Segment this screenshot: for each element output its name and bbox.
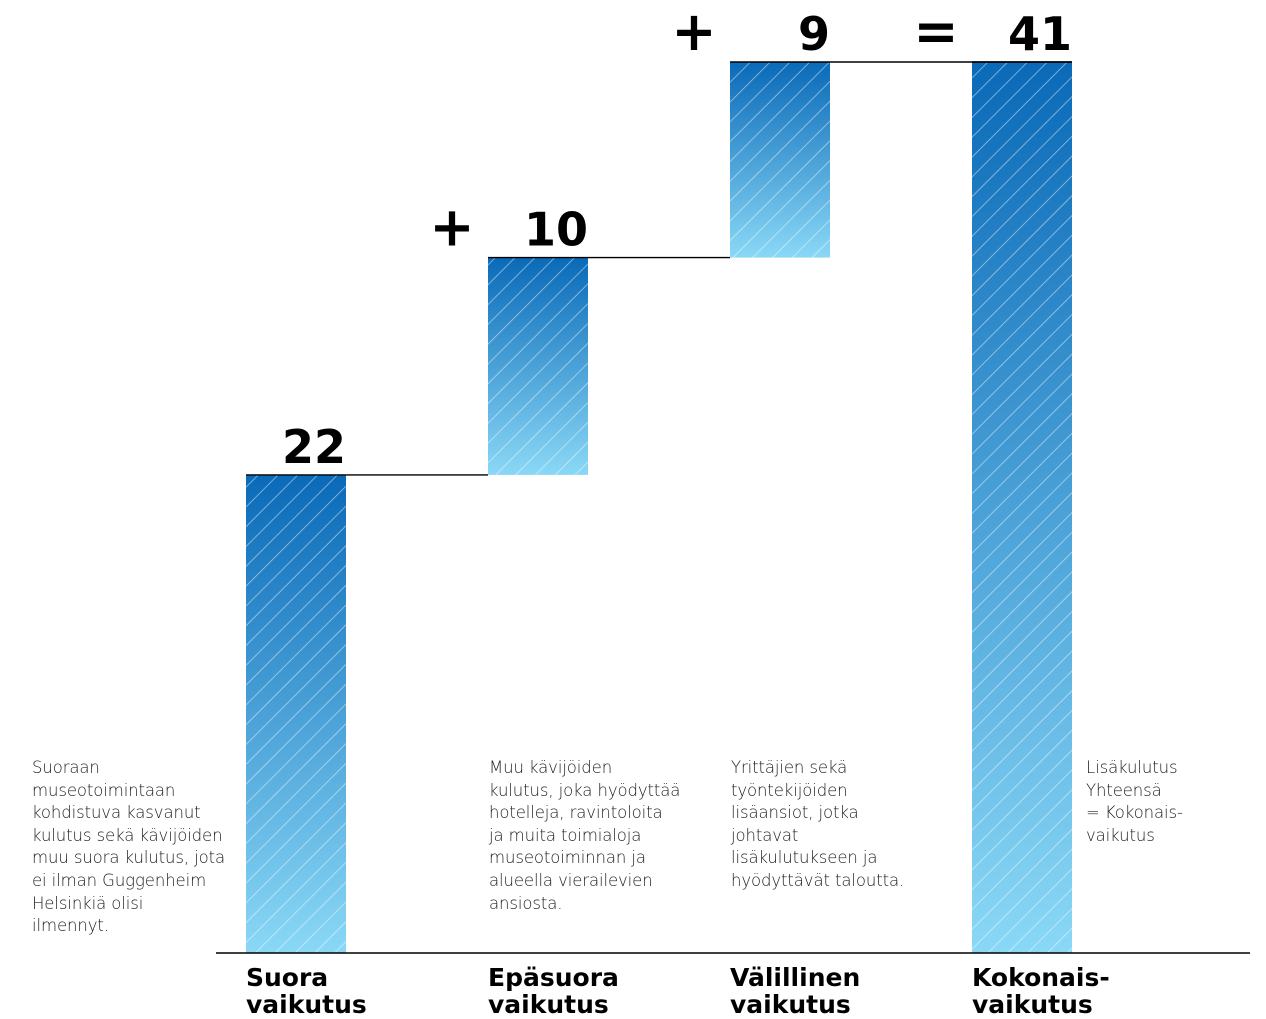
category-label-line: vaikutus [730, 990, 851, 1019]
bar-hatch-1 [488, 257, 588, 475]
bars-group [246, 62, 1072, 953]
description-line: alueella vierailevien [489, 870, 653, 890]
connector-lines [246, 61, 1072, 476]
operator-2: + [671, 0, 716, 63]
description-line: = Kokonais- [1086, 803, 1183, 823]
description-line: museotoimintaan [32, 780, 176, 800]
value-label-2: 9 [798, 7, 830, 61]
description-line: ja muita toimialoja [489, 825, 642, 845]
description-line: Lisäkulutus [1086, 758, 1178, 777]
description-line: vaikutus [1086, 825, 1155, 845]
category-label-line: vaikutus [488, 990, 609, 1019]
description-line: Helsinkiä olisi [32, 893, 144, 913]
description-line: ansiosta. [489, 893, 563, 913]
description-line: lisäkulutukseen ja [731, 848, 878, 868]
description-line: ei ilman Guggenheim [32, 870, 207, 890]
description-line: muu suora kulutus, jota [32, 848, 226, 868]
category-label-line: Epäsuora [488, 963, 619, 992]
value-labels: 22 10 +9 + 41 = [282, 0, 1072, 474]
category-label-line: vaikutus [972, 990, 1093, 1019]
description-line: työntekijöiden [731, 780, 848, 800]
description-0: Suoraan museotoimintaan kohdistuva kasvanu… [32, 757, 225, 938]
category-label-line: Suora [246, 963, 329, 992]
category-label-line: vaikutus [246, 990, 367, 1019]
description-line: lisäansiot, jotka [731, 803, 859, 823]
bar-hatch-2 [730, 62, 830, 258]
description-line: hyödyttävät taloutta. [731, 870, 905, 890]
description-line: Yrittäjien sekä [731, 758, 848, 777]
description-line: hotelleja, ravintoloita [489, 803, 663, 823]
bar-hatch-0 [246, 474, 346, 953]
description-line: kohdistuva kasvanut [32, 803, 201, 823]
description-line: kulutus sekä kävijöiden [32, 825, 223, 845]
value-label-3: 41 [1008, 7, 1072, 61]
category-label-1: Epäsuora vaikutus [488, 964, 619, 1018]
category-label-3: Kokonais-vaikutus [972, 964, 1110, 1018]
description-line: museotoiminnan ja [489, 848, 646, 868]
description-line: Yhteensä [1086, 780, 1162, 800]
description-1: Muu kävijöiden kulutus, joka hyödyttää hot… [489, 757, 680, 915]
category-label-line: Välillinen [730, 963, 861, 992]
description-3: Lisäkulutus Yhteensä = Kokonais-vaikutus [1086, 757, 1183, 847]
value-label-1: 10 [524, 203, 588, 257]
description-line: ilmennyt. [32, 916, 109, 936]
value-label-0: 22 [282, 420, 346, 474]
description-line: Suoraan [32, 758, 100, 777]
category-label-0: Suora vaikutus [246, 964, 367, 1018]
description-line: kulutus, joka hyödyttää [489, 780, 681, 800]
description-2: Yrittäjien sekä työntekijöiden lisäansiot,… [731, 757, 904, 893]
description-line: Muu kävijöiden [489, 758, 613, 777]
description-line: johtavat [731, 825, 799, 845]
operator-3: = [913, 0, 958, 63]
bar-hatch-3 [972, 62, 1072, 953]
operator-1: + [429, 196, 474, 259]
category-label-2: Välillinen vaikutus [730, 964, 860, 1018]
category-label-line: Kokonais- [972, 963, 1110, 992]
